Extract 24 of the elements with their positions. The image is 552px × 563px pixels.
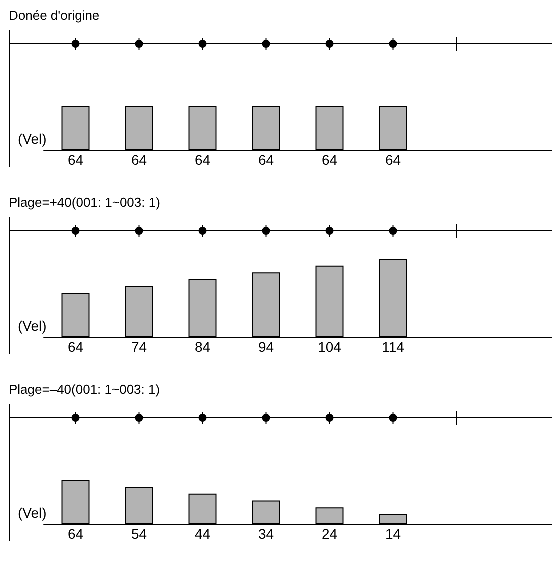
chart-title: Donée d'origine xyxy=(9,8,100,23)
y-axis-title: (Vel) xyxy=(18,131,47,147)
data-label: 64 xyxy=(68,526,84,542)
data-label: 74 xyxy=(131,339,148,355)
data-label: 84 xyxy=(194,339,211,355)
data-label: 64 xyxy=(194,152,211,168)
data-label: 114 xyxy=(382,339,405,355)
chart-title: Plage=+40(001: 1~003: 1) xyxy=(9,195,160,210)
data-label: 64 xyxy=(258,152,274,168)
data-label: 14 xyxy=(385,526,402,542)
data-label: 64 xyxy=(322,152,338,168)
data-label: 64 xyxy=(385,152,402,168)
y-axis-title: (Vel) xyxy=(18,505,47,521)
data-label: 64 xyxy=(68,339,84,355)
chart-title: Plage=–40(001: 1~003: 1) xyxy=(9,382,160,397)
data-label: 24 xyxy=(322,526,338,542)
data-label: 94 xyxy=(258,339,274,355)
data-label: 104 xyxy=(318,339,342,355)
data-label: 44 xyxy=(194,526,211,542)
data-label: 34 xyxy=(258,526,274,542)
data-label: 64 xyxy=(68,152,84,168)
data-label: 54 xyxy=(131,526,148,542)
data-label: 64 xyxy=(131,152,148,168)
y-axis-title: (Vel) xyxy=(18,318,47,334)
